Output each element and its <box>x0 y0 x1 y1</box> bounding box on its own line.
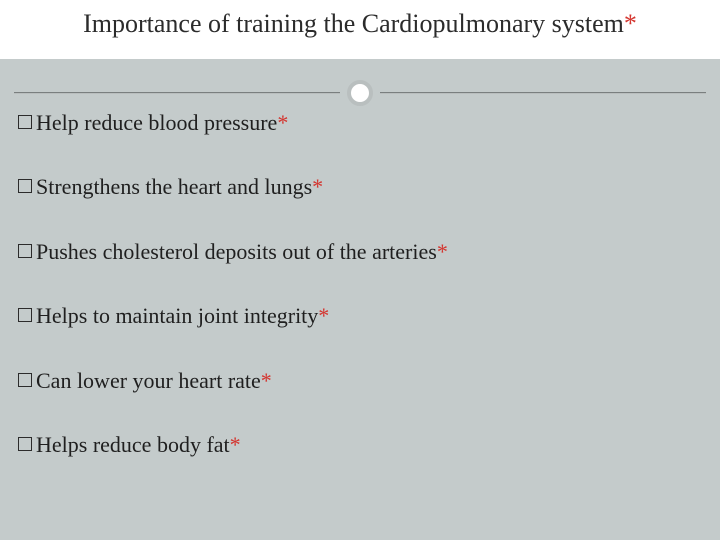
item-asterisk: * <box>318 303 329 328</box>
square-bullet-icon <box>18 308 32 322</box>
bullet-list: Help reduce blood pressure* Strengthens … <box>18 110 702 496</box>
list-item-text: Strengthens the heart and lungs* <box>36 174 323 200</box>
item-label: Help reduce blood pressure <box>36 110 277 135</box>
list-item: Help reduce blood pressure* <box>18 110 702 136</box>
list-item-text: Can lower your heart rate* <box>36 368 272 394</box>
item-label: Can lower your heart rate <box>36 368 261 393</box>
list-item-text: Helps reduce body fat* <box>36 432 241 458</box>
item-asterisk: * <box>437 239 448 264</box>
item-asterisk: * <box>230 432 241 457</box>
divider-circle-icon <box>347 80 373 106</box>
item-asterisk: * <box>312 174 323 199</box>
list-item-text: Helps to maintain joint integrity* <box>36 303 329 329</box>
square-bullet-icon <box>18 115 32 129</box>
list-item: Helps to maintain joint integrity* <box>18 303 702 329</box>
slide: Importance of training the Cardiopulmona… <box>0 0 720 540</box>
item-label: Strengthens the heart and lungs <box>36 174 312 199</box>
item-label: Helps to maintain joint integrity <box>36 303 318 328</box>
slide-title: Importance of training the Cardiopulmona… <box>20 8 700 41</box>
list-item: Helps reduce body fat* <box>18 432 702 458</box>
list-item: Strengthens the heart and lungs* <box>18 174 702 200</box>
list-item-text: Help reduce blood pressure* <box>36 110 288 136</box>
title-region: Importance of training the Cardiopulmona… <box>0 0 720 59</box>
item-asterisk: * <box>277 110 288 135</box>
item-asterisk: * <box>261 368 272 393</box>
square-bullet-icon <box>18 179 32 193</box>
title-text: Importance of training the Cardiopulmona… <box>83 9 624 38</box>
list-item: Can lower your heart rate* <box>18 368 702 394</box>
list-item-text: Pushes cholesterol deposits out of the a… <box>36 239 448 265</box>
square-bullet-icon <box>18 373 32 387</box>
title-asterisk: * <box>624 9 637 38</box>
item-label: Pushes cholesterol deposits out of the a… <box>36 239 437 264</box>
square-bullet-icon <box>18 244 32 258</box>
list-item: Pushes cholesterol deposits out of the a… <box>18 239 702 265</box>
square-bullet-icon <box>18 437 32 451</box>
item-label: Helps reduce body fat <box>36 432 230 457</box>
